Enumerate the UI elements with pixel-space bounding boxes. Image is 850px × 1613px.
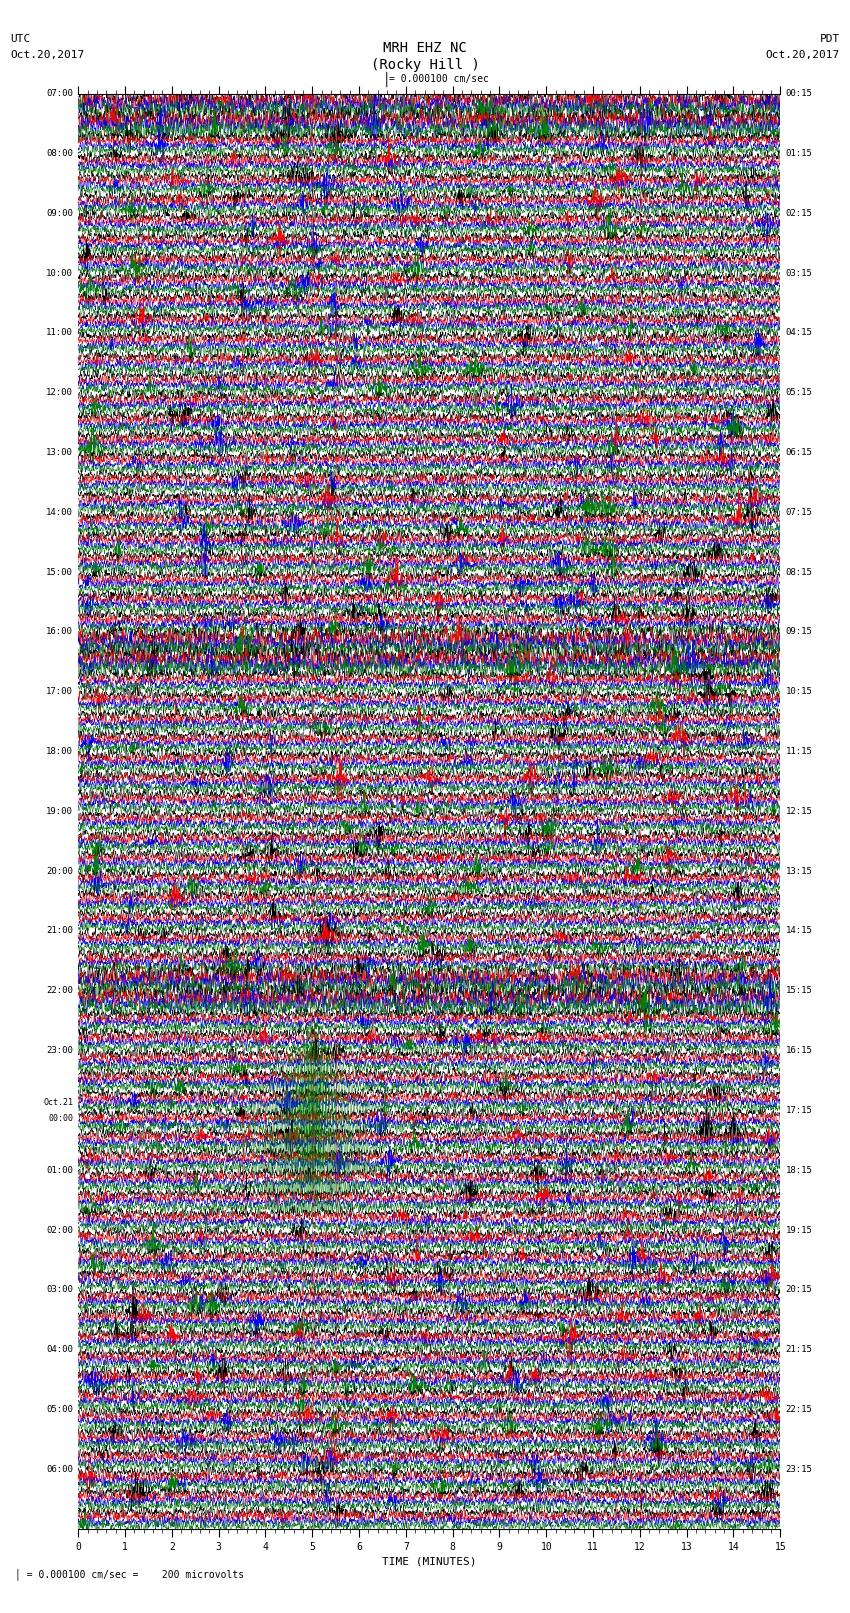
Text: 23:15: 23:15 [785, 1465, 813, 1474]
Text: 06:00: 06:00 [46, 1465, 73, 1474]
Text: 04:15: 04:15 [785, 329, 813, 337]
Text: 15:15: 15:15 [785, 986, 813, 995]
Text: 03:15: 03:15 [785, 268, 813, 277]
Text: PDT: PDT [819, 34, 840, 44]
Text: 21:00: 21:00 [46, 926, 73, 936]
Text: 22:15: 22:15 [785, 1405, 813, 1415]
Text: 17:00: 17:00 [46, 687, 73, 697]
Text: 14:15: 14:15 [785, 926, 813, 936]
Text: = 0.000100 cm/sec: = 0.000100 cm/sec [389, 74, 490, 84]
Text: 22:00: 22:00 [46, 986, 73, 995]
X-axis label: TIME (MINUTES): TIME (MINUTES) [382, 1557, 477, 1566]
Text: 23:00: 23:00 [46, 1047, 73, 1055]
Text: 19:00: 19:00 [46, 806, 73, 816]
Text: 08:15: 08:15 [785, 568, 813, 576]
Text: 20:15: 20:15 [785, 1286, 813, 1294]
Text: 15:00: 15:00 [46, 568, 73, 576]
Text: Oct.20,2017: Oct.20,2017 [766, 50, 840, 60]
Text: 07:00: 07:00 [46, 89, 73, 98]
Text: (Rocky Hill ): (Rocky Hill ) [371, 58, 479, 71]
Text: 13:15: 13:15 [785, 866, 813, 876]
Text: 06:15: 06:15 [785, 448, 813, 456]
Text: 00:00: 00:00 [48, 1113, 73, 1123]
Text: 08:00: 08:00 [46, 148, 73, 158]
Text: 20:00: 20:00 [46, 866, 73, 876]
Text: 03:00: 03:00 [46, 1286, 73, 1294]
Text: Oct.20,2017: Oct.20,2017 [10, 50, 84, 60]
Text: 13:00: 13:00 [46, 448, 73, 456]
Text: 10:15: 10:15 [785, 687, 813, 697]
Text: 14:00: 14:00 [46, 508, 73, 516]
Text: 05:00: 05:00 [46, 1405, 73, 1415]
Text: 12:00: 12:00 [46, 389, 73, 397]
Text: 02:00: 02:00 [46, 1226, 73, 1234]
Text: 09:00: 09:00 [46, 208, 73, 218]
Text: 18:00: 18:00 [46, 747, 73, 756]
Text: │ = 0.000100 cm/sec =    200 microvolts: │ = 0.000100 cm/sec = 200 microvolts [15, 1568, 245, 1581]
Text: MRH EHZ NC: MRH EHZ NC [383, 42, 467, 55]
Text: │: │ [383, 71, 390, 87]
Text: 00:15: 00:15 [785, 89, 813, 98]
Text: 01:00: 01:00 [46, 1166, 73, 1174]
Text: Oct.21: Oct.21 [43, 1098, 73, 1107]
Text: 11:00: 11:00 [46, 329, 73, 337]
Text: 11:15: 11:15 [785, 747, 813, 756]
Text: 02:15: 02:15 [785, 208, 813, 218]
Text: 16:15: 16:15 [785, 1047, 813, 1055]
Text: 16:00: 16:00 [46, 627, 73, 637]
Text: 01:15: 01:15 [785, 148, 813, 158]
Text: 09:15: 09:15 [785, 627, 813, 637]
Text: 10:00: 10:00 [46, 268, 73, 277]
Text: 07:15: 07:15 [785, 508, 813, 516]
Text: 18:15: 18:15 [785, 1166, 813, 1174]
Text: 17:15: 17:15 [785, 1107, 813, 1115]
Text: 19:15: 19:15 [785, 1226, 813, 1234]
Text: 12:15: 12:15 [785, 806, 813, 816]
Text: UTC: UTC [10, 34, 31, 44]
Text: 04:00: 04:00 [46, 1345, 73, 1355]
Text: 05:15: 05:15 [785, 389, 813, 397]
Text: 21:15: 21:15 [785, 1345, 813, 1355]
